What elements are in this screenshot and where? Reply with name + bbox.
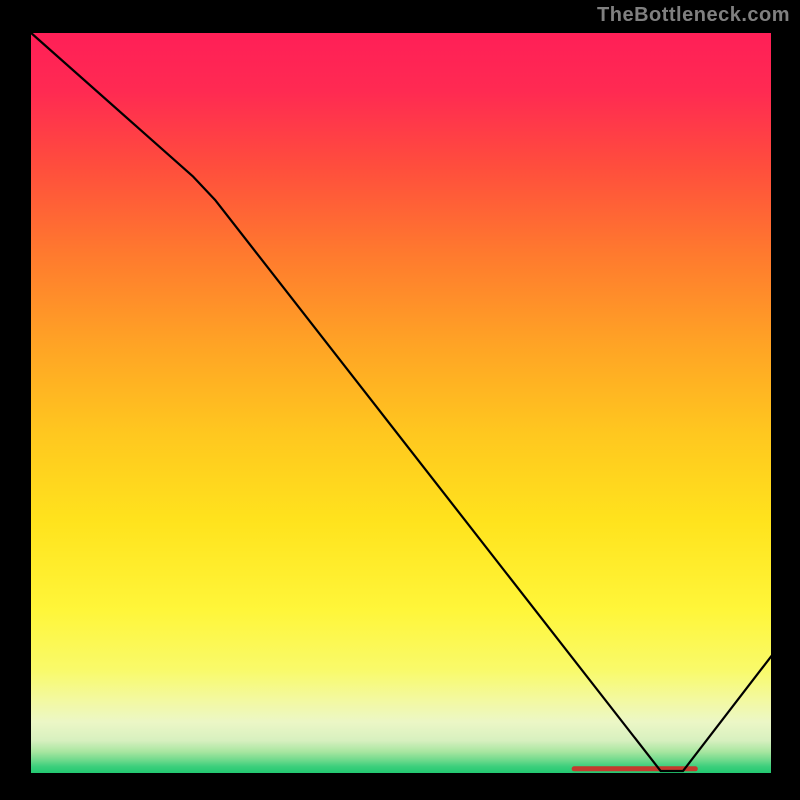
plot-area	[30, 32, 772, 774]
bottleneck-chart	[0, 0, 800, 800]
watermark-text: TheBottleneck.com	[597, 4, 790, 27]
